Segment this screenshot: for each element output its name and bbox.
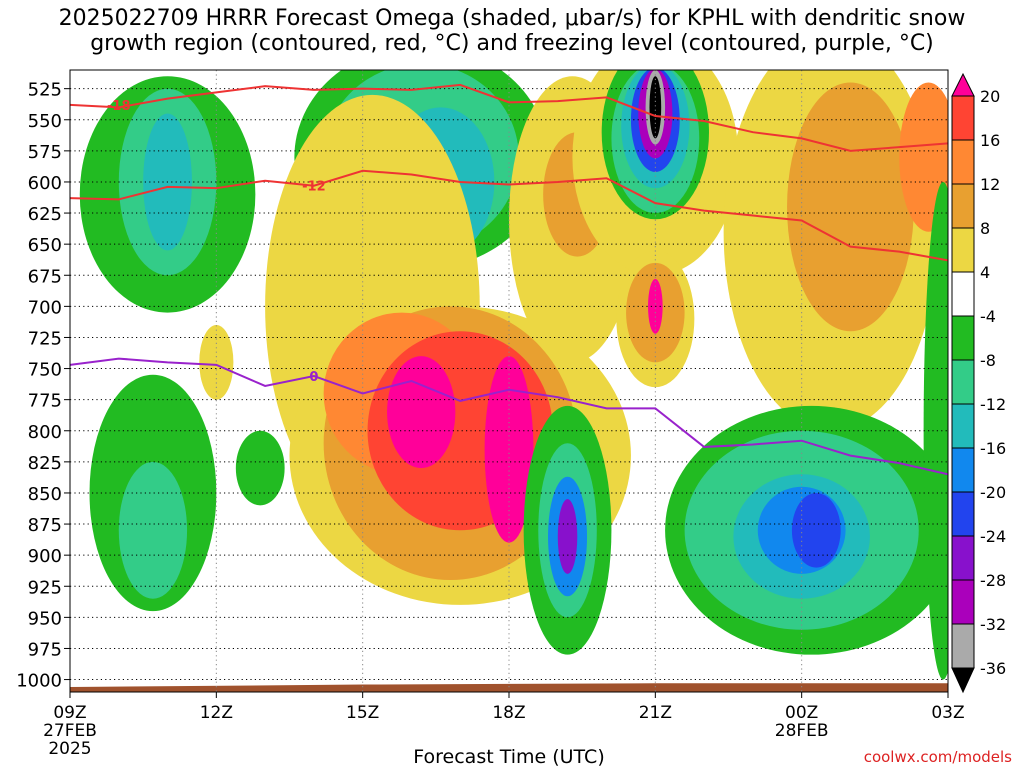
- omega-blob-right-light-orange: [899, 82, 948, 232]
- y-tick-label: 1000: [16, 671, 62, 692]
- omega-blob-lower-right-dark-blue: [791, 492, 841, 568]
- omega-blob-21z-black: [649, 76, 662, 139]
- colorbar-segment: [951, 271, 975, 317]
- contour-label: -12: [302, 180, 326, 195]
- chart-title-line1: 2025022709 HRRR Forecast Omega (shaded, …: [58, 6, 966, 31]
- x-tick-label: 15Z: [346, 703, 379, 723]
- colorbar-label: 8: [980, 219, 990, 238]
- colorbar-label: 16: [980, 131, 1000, 150]
- omega-blob-core-magenta-a: [387, 356, 456, 469]
- colorbar-label: -12: [980, 395, 1006, 414]
- y-tick-label: 625: [28, 204, 62, 225]
- colorbar-label: -28: [980, 571, 1006, 590]
- x-tick-label: 00Z: [785, 703, 818, 723]
- colorbar-segment: [951, 315, 975, 361]
- y-tick-label: 775: [28, 391, 62, 412]
- colorbar-label: -36: [980, 659, 1006, 678]
- y-tick-label: 750: [28, 360, 62, 381]
- colorbar-label: -8: [980, 351, 996, 370]
- omega-blob-lower-left-teal: [118, 461, 188, 599]
- omega-blob-small-yellow: [199, 325, 234, 400]
- colorbar-segment: [951, 491, 975, 537]
- contour-line: [70, 357, 948, 476]
- colorbar-segment: [951, 359, 975, 405]
- chart-title-line2: growth region (contoured, red, °C) and f…: [90, 31, 934, 56]
- y-tick-label: 650: [28, 235, 62, 256]
- colorbar-label: 20: [980, 87, 1000, 106]
- colorbar-segment: [951, 139, 975, 185]
- x-tick-label: 12Z: [200, 703, 233, 723]
- y-tick-label: 975: [28, 639, 62, 660]
- x-tick-label: 03Z: [931, 703, 964, 723]
- temperature-contours: -18 -12 0: [70, 83, 948, 476]
- colorbar-label: -16: [980, 439, 1006, 458]
- y-tick-label: 825: [28, 453, 62, 474]
- colorbar-top-arrow: [951, 72, 975, 97]
- colorbar-bottom-arrow: [951, 667, 975, 694]
- colorbar-segment: [951, 227, 975, 273]
- colorbar-label: 4: [980, 263, 990, 282]
- colorbar-segment: [951, 579, 975, 625]
- x-tick-date: 27FEB: [43, 721, 97, 741]
- contour-line: [70, 83, 948, 152]
- y-axis: 525 550 575 600 625 650 675 700 725 750 775 800 825 8…: [16, 80, 70, 692]
- contour-line: [70, 169, 948, 262]
- x-axis-label: Forecast Time (UTC): [413, 746, 604, 768]
- ground-fill: [70, 683, 948, 692]
- ground-surface: [70, 683, 948, 692]
- x-tick-label: 09Z: [53, 703, 86, 723]
- colorbar-label: -32: [980, 615, 1006, 634]
- omega-blob-right-orange: [787, 82, 914, 332]
- y-tick-label: 950: [28, 608, 62, 629]
- colorbar-segment: [951, 447, 975, 493]
- credit-text: coolwx.com/models: [864, 748, 1012, 766]
- y-tick-label: 725: [28, 328, 62, 349]
- omega-blob-small-green-a: [235, 430, 285, 506]
- omega-blob-19z-purple: [557, 499, 578, 574]
- y-tick-label: 675: [28, 266, 62, 287]
- x-tick-date: 28FEB: [775, 721, 829, 741]
- grid-lines: [70, 70, 948, 692]
- colorbar: 20 16 12 8 4 -4 -8 -12 -16 -20 -24 -28 -32 -36: [951, 72, 1006, 694]
- colorbar-segment: [951, 623, 975, 669]
- y-tick-label: 700: [28, 297, 62, 318]
- y-tick-label: 600: [28, 173, 62, 194]
- colorbar-label: -20: [980, 483, 1006, 502]
- x-tick-label: 18Z: [492, 703, 525, 723]
- contour-label: -18: [107, 99, 131, 114]
- colorbar-label: 12: [980, 175, 1000, 194]
- colorbar-segment: [951, 535, 975, 581]
- contour-label: 0: [309, 370, 318, 385]
- colorbar-segment: [951, 403, 975, 449]
- y-tick-label: 575: [28, 142, 62, 163]
- y-tick-label: 525: [28, 80, 62, 101]
- y-tick-label: 850: [28, 484, 62, 505]
- x-tick-label: 21Z: [639, 703, 672, 723]
- x-tick-year: 2025: [48, 739, 91, 759]
- y-tick-label: 925: [28, 577, 62, 598]
- y-tick-label: 900: [28, 546, 62, 567]
- y-tick-label: 875: [28, 515, 62, 536]
- colorbar-segment: [951, 95, 975, 141]
- y-tick-label: 550: [28, 111, 62, 132]
- colorbar-label: -4: [980, 307, 996, 326]
- colorbar-segment: [951, 183, 975, 229]
- omega-shading: [79, 70, 948, 680]
- colorbar-label: -24: [980, 527, 1006, 546]
- y-tick-label: 800: [28, 422, 62, 443]
